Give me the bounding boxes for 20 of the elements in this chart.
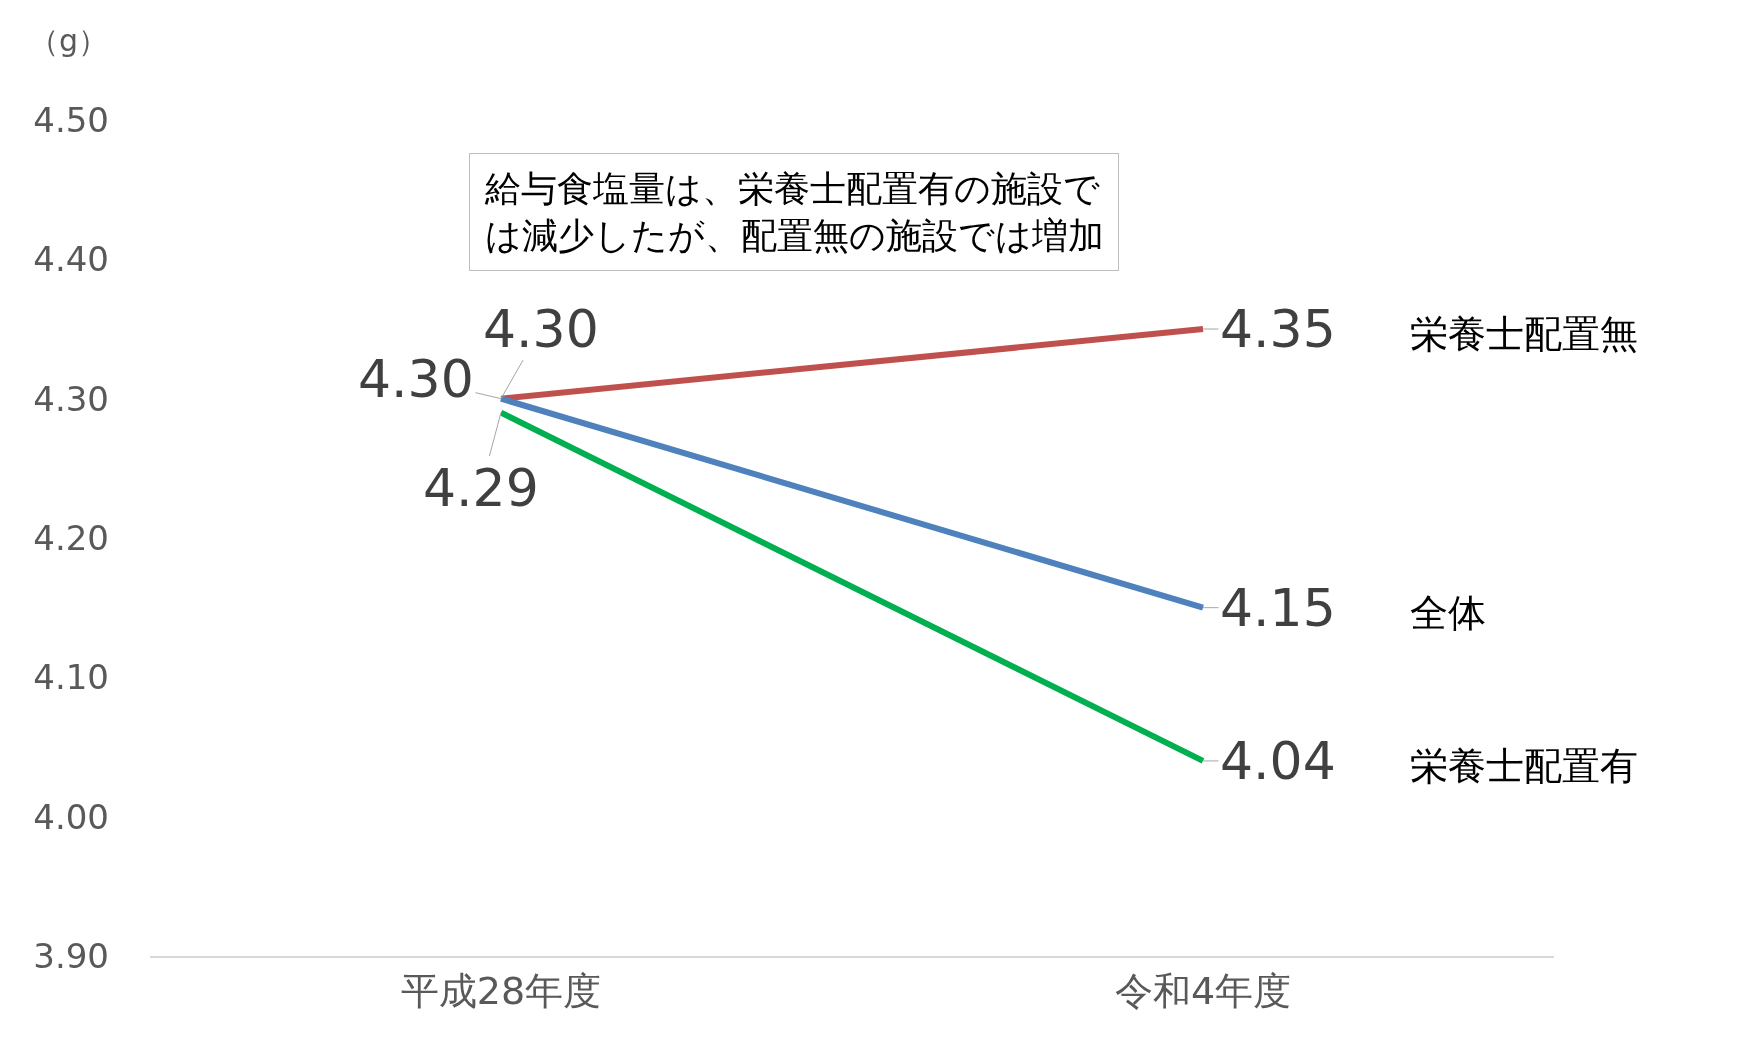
y-axis-title: （g）: [29, 23, 109, 58]
data-label: 4.35: [1220, 299, 1336, 359]
data-label: 4.04: [1220, 731, 1336, 791]
y-tick-label: 4.30: [33, 378, 109, 419]
text: 栄養士配置無: [1410, 312, 1638, 356]
y-tick-label: 3.90: [33, 935, 109, 976]
y-tick-label: 4.10: [33, 657, 109, 698]
y-tick-label: 4.00: [33, 796, 109, 837]
annotation: 給与食塩量は、栄養士配置有の施設では減少したが、配置無の施設では増加: [484, 168, 1104, 256]
x-tick-label: 平成28年度: [400, 968, 602, 1013]
data-label: 4.15: [1220, 578, 1336, 638]
x-tick-label: 令和4年度: [1114, 968, 1292, 1013]
y-tick-label: 4.40: [33, 239, 109, 280]
text: 栄養士配置有: [1410, 744, 1638, 788]
data-label: 4.30: [358, 349, 474, 409]
data-label: 4.29: [423, 458, 539, 518]
text: 全体: [1410, 591, 1486, 635]
data-label: 4.30: [483, 299, 599, 359]
y-tick-label: 4.20: [33, 517, 109, 558]
y-tick-label: 4.50: [33, 99, 109, 140]
